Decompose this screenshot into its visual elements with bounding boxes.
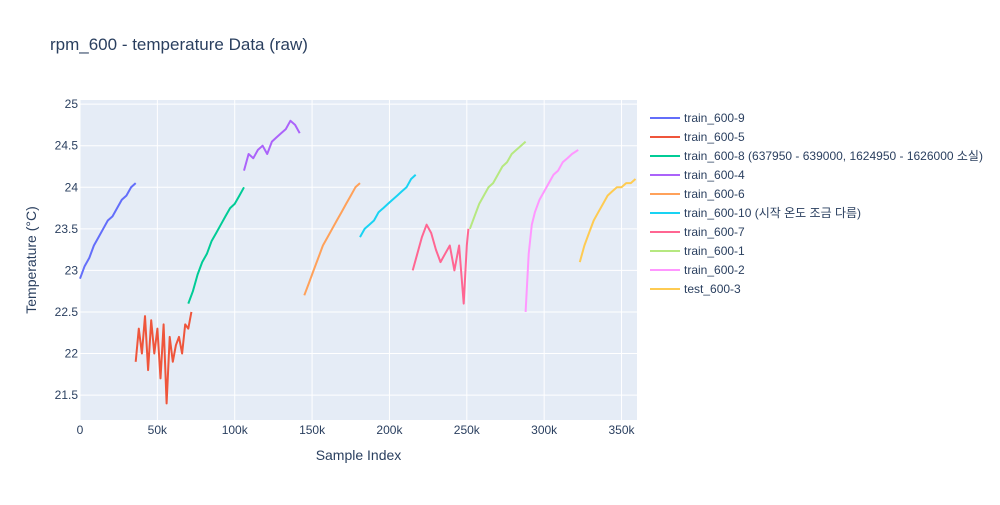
- legend-item[interactable]: train_600-8 (637950 - 639000, 1624950 - …: [650, 149, 983, 163]
- legend-label: train_600-6: [684, 187, 745, 201]
- y-tick-label: 21.5: [55, 388, 79, 402]
- series-line-5[interactable]: [303, 182, 361, 296]
- tick-layer: 0 50k 100k 150k 200k 250k 300k 350k 21.5 22 22.5 23…: [55, 97, 636, 437]
- series-line-6[interactable]: [359, 174, 417, 238]
- y-tick-label: 23: [65, 263, 79, 277]
- series-line-8[interactable]: [468, 140, 527, 230]
- legend-label: train_600-5: [684, 130, 745, 144]
- legend-label: train_600-7: [684, 225, 745, 239]
- y-tick-label: 23.5: [55, 222, 79, 236]
- x-axis-label: Sample Index: [316, 447, 402, 463]
- x-tick-label: 200k: [376, 423, 403, 437]
- x-tick-label: 100k: [222, 423, 249, 437]
- legend-item[interactable]: train_600-10 (시작 온도 조금 다름): [650, 206, 861, 220]
- y-tick-label: 24.5: [55, 139, 79, 153]
- x-tick-label: 0: [77, 423, 84, 437]
- chart-title: rpm_600 - temperature Data (raw): [50, 35, 308, 54]
- x-tick-label: 150k: [299, 423, 326, 437]
- legend-label: test_600-3: [684, 282, 741, 296]
- legend-label: train_600-8 (637950 - 639000, 1624950 - …: [684, 149, 983, 163]
- x-tick-label: 250k: [454, 423, 481, 437]
- plot-background: [80, 100, 637, 420]
- legend-label: train_600-2: [684, 263, 745, 277]
- legend-item[interactable]: train_600-7: [650, 225, 745, 239]
- series-line-10[interactable]: [578, 178, 637, 263]
- series-line-3[interactable]: [187, 186, 245, 304]
- legend-label: train_600-4: [684, 168, 745, 182]
- legend-item[interactable]: train_600-5: [650, 130, 745, 144]
- series-line-4[interactable]: [243, 119, 301, 171]
- legend-item[interactable]: train_600-6: [650, 187, 745, 201]
- legend-label: train_600-9: [684, 111, 745, 125]
- y-tick-label: 22.5: [55, 305, 79, 319]
- series-layer: [79, 119, 637, 405]
- y-tick-label: 25: [65, 97, 79, 111]
- y-axis-label: Temperature (°C): [23, 206, 39, 314]
- x-tick-label: 300k: [531, 423, 558, 437]
- y-tick-label: 24: [65, 180, 79, 194]
- series-line-9[interactable]: [524, 149, 579, 312]
- legend: train_600-9 train_600-5 train_600-8 (63795…: [650, 111, 983, 296]
- x-tick-label: 50k: [148, 423, 168, 437]
- legend-item[interactable]: train_600-4: [650, 168, 745, 182]
- y-tick-label: 22: [65, 347, 79, 361]
- legend-item[interactable]: train_600-1: [650, 244, 745, 258]
- legend-label: train_600-1: [684, 244, 745, 258]
- series-line-1[interactable]: [79, 182, 137, 280]
- legend-item[interactable]: train_600-9: [650, 111, 745, 125]
- x-tick-label: 350k: [609, 423, 636, 437]
- legend-item[interactable]: test_600-3: [650, 282, 741, 296]
- series-line-7[interactable]: [411, 223, 470, 305]
- legend-item[interactable]: train_600-2: [650, 263, 745, 277]
- legend-label: train_600-10 (시작 온도 조금 다름): [684, 206, 861, 220]
- series-line-2[interactable]: [134, 311, 193, 405]
